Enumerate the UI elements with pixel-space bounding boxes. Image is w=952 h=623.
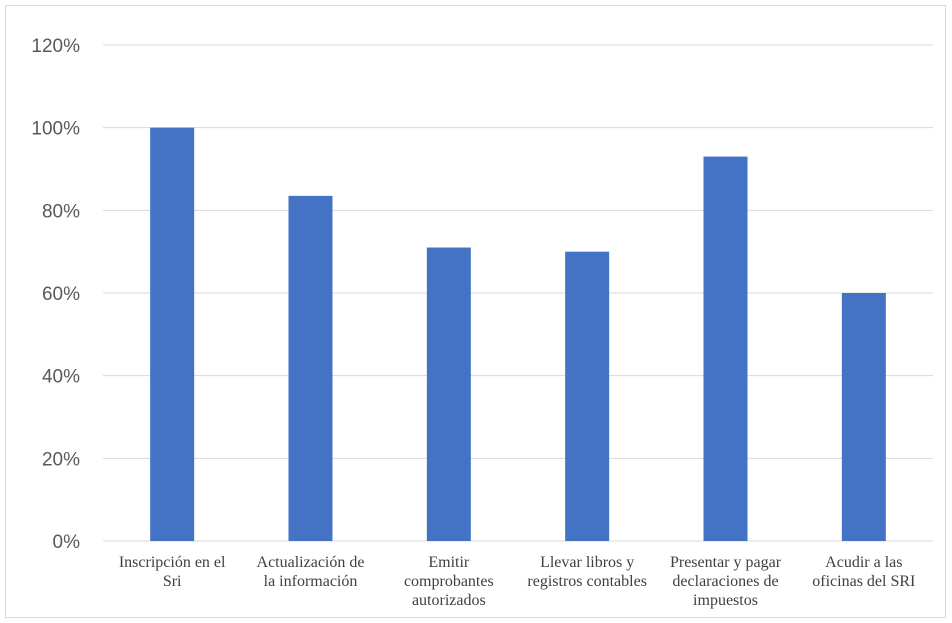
x-tick-label-line: Presentar y pagar <box>670 554 782 571</box>
x-tick-label-line: Acudir a las <box>825 554 902 571</box>
x-tick-label: Inscripción en el Sri <box>119 554 226 590</box>
x-tick-label-line: Actualización de <box>257 554 365 571</box>
x-tick-label-line: declaraciones de <box>672 573 778 590</box>
x-tick-label: Actualización de la información <box>257 554 365 590</box>
bars <box>150 127 886 542</box>
bar <box>288 195 333 541</box>
x-tick-label-line: Sri <box>163 573 182 590</box>
x-tick-label: Llevar libros y registros contables <box>527 554 647 590</box>
x-tick-label-line: Llevar libros y <box>540 554 634 571</box>
bar <box>841 293 886 541</box>
y-tick-label: 0% <box>53 532 81 553</box>
bar <box>565 251 610 541</box>
x-tick-label-line: Inscripción en el <box>119 554 226 571</box>
x-tick-label: Emitir comprobantes autorizados <box>404 554 494 609</box>
y-axis-tick-labels: 0% 20% 40% 60% 80% 100% 120% <box>31 36 80 553</box>
x-tick-label-line: autorizados <box>412 592 486 609</box>
bar <box>703 156 748 541</box>
gridlines <box>103 44 933 542</box>
y-tick-label: 40% <box>42 367 80 388</box>
bar <box>150 127 195 542</box>
x-tick-label-line: Emitir <box>428 554 470 571</box>
y-tick-label: 20% <box>42 449 80 470</box>
x-tick-label-line: la información <box>264 573 358 590</box>
x-tick-label: Presentar y pagar declaraciones de impuest… <box>670 554 782 609</box>
x-tick-label-line: registros contables <box>527 573 647 590</box>
x-tick-label-line: impuestos <box>693 592 758 609</box>
x-axis-tick-labels: Inscripción en el Sri Actualización de la i… <box>119 554 916 609</box>
x-tick-label-line: comprobantes <box>404 573 494 590</box>
y-tick-label: 100% <box>31 119 80 140</box>
x-tick-label-line: oficinas del SRI <box>812 573 915 590</box>
y-tick-label: 60% <box>42 284 80 305</box>
y-tick-label: 80% <box>42 201 80 222</box>
y-tick-label: 120% <box>31 36 80 57</box>
bar <box>426 247 471 542</box>
x-tick-label: Acudir a las oficinas del SRI <box>812 554 915 590</box>
